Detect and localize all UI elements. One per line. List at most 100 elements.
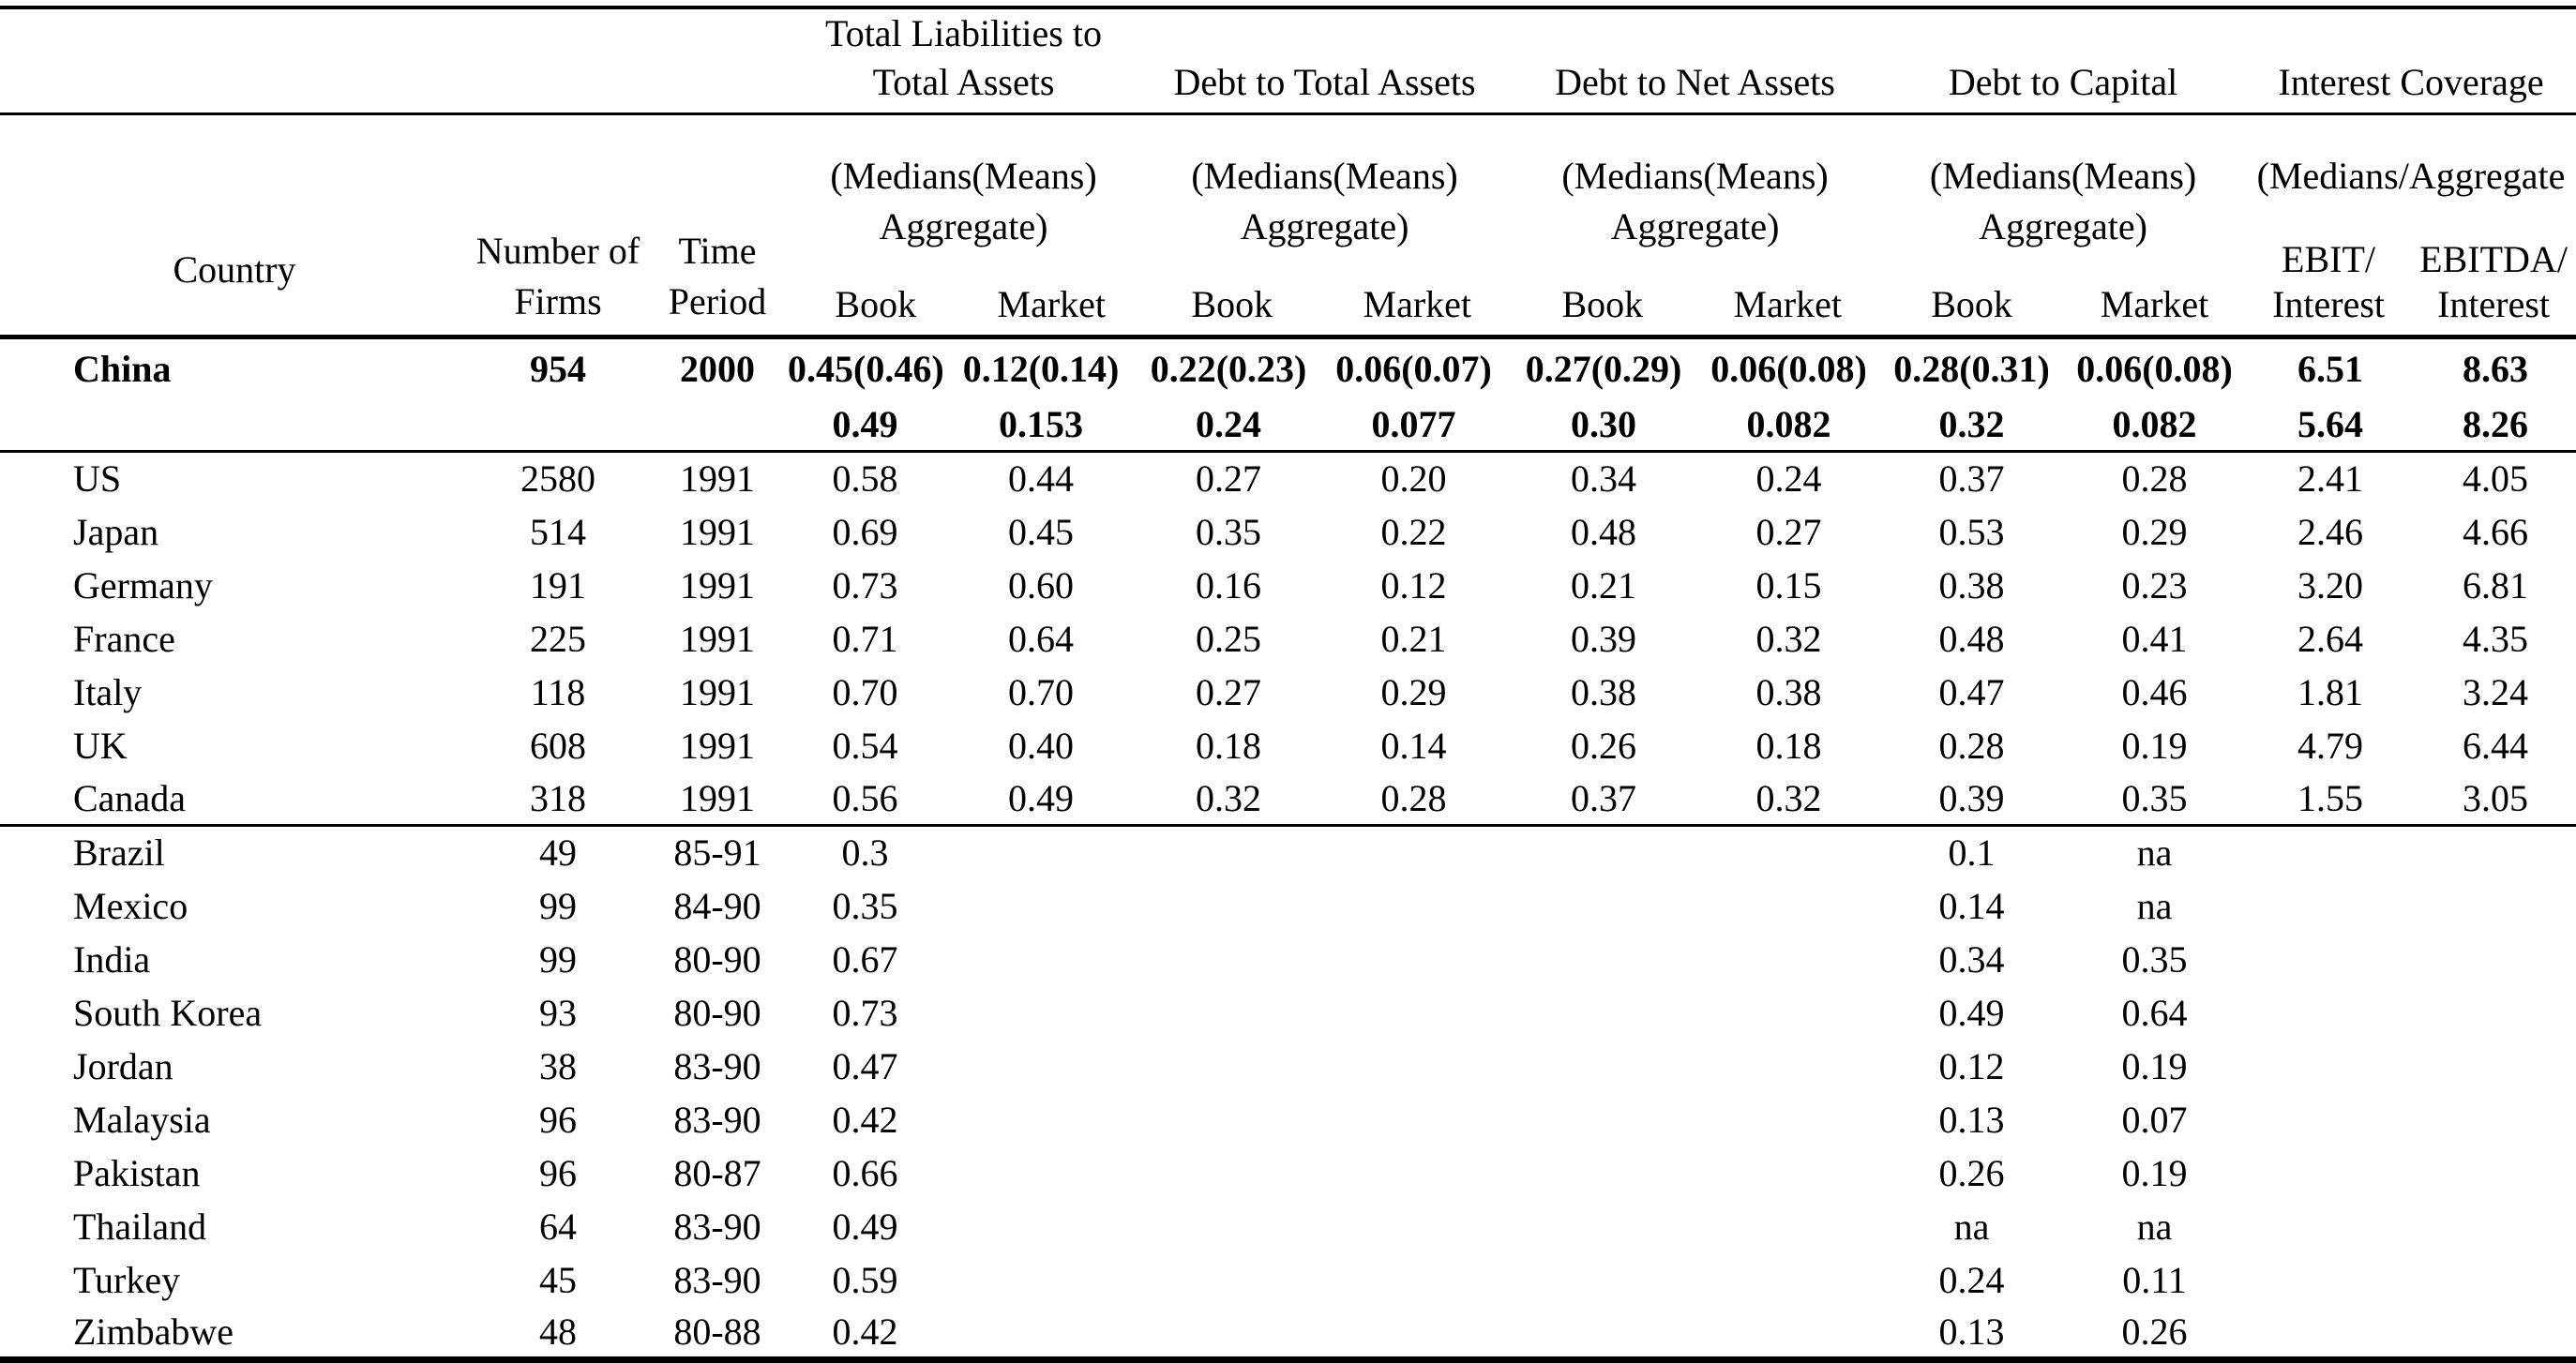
value-cell: 80-87	[673, 1151, 761, 1194]
country-cell: India	[73, 937, 151, 981]
header-sub-dta: (Medians(Means) Aggregate) Book Market	[1139, 113, 1511, 339]
value-cell: 0.082	[1697, 398, 1881, 453]
value-cell: 0.46	[2121, 670, 2188, 713]
medians-label: (Medians(Means)	[1929, 155, 2197, 197]
table-row: Thailand 64 83-90 0.49 na na	[0, 1200, 2576, 1253]
empty-cell	[2246, 1040, 2576, 1093]
value-cell: 99	[539, 884, 577, 927]
value-cell: 0.35	[832, 884, 898, 927]
value-cell: 0.13	[1938, 1310, 2005, 1353]
empty-cell	[2246, 1307, 2576, 1360]
value-cell: 0.38	[1571, 670, 1637, 713]
value-cell: 38	[539, 1044, 577, 1087]
header-subgroup-row: Country Number of Firms Time Period (Media…	[0, 113, 2576, 339]
value-cell: 0.26	[2121, 1310, 2188, 1353]
value-cell: 0.20	[1380, 457, 1447, 501]
country-cell: Jordan	[73, 1044, 173, 1087]
value-cell: 2.64	[2297, 617, 2364, 660]
value-cell: 0.082	[2063, 398, 2247, 453]
value-cell: 0.54	[832, 724, 898, 767]
value-cell: 0.24	[1938, 1258, 2005, 1301]
value-cell: 0.49	[832, 1205, 898, 1248]
value-cell: 0.19	[2121, 724, 2188, 767]
value-cell: 3.24	[2463, 670, 2529, 713]
value-cell: 0.07	[2121, 1098, 2188, 1141]
empty-cell	[2246, 1253, 2576, 1307]
value-cell: 0.58	[832, 457, 898, 501]
value-cell: 0.11	[2122, 1258, 2187, 1301]
value-cell: 2.46	[2297, 510, 2364, 553]
value-cell: 514	[530, 510, 586, 553]
value-cell: 4.05	[2463, 457, 2529, 501]
group-title-line: Total Assets	[872, 61, 1055, 103]
value-cell: 2580	[520, 457, 595, 501]
value-cell: 0.3	[841, 831, 889, 875]
value-cell: 0.44	[1008, 457, 1074, 501]
value-cell: 0.42	[832, 1098, 898, 1141]
value-cell: 0.66	[832, 1151, 898, 1194]
empty-cell	[2246, 986, 2576, 1040]
value-cell: 0.35	[2121, 937, 2188, 981]
value-cell: 0.16	[1196, 563, 1262, 607]
country-cell: Malaysia	[73, 1098, 211, 1141]
header-market: Market	[1733, 283, 1843, 325]
value-cell: 0.67	[832, 937, 898, 981]
value-cell: 0.70	[832, 670, 898, 713]
table-row: Germany 191 1991 0.73 0.60 0.16 0.12 0.2…	[0, 559, 2576, 612]
value-cell: 2000	[680, 348, 755, 391]
medians-label: Aggregate)	[879, 205, 1048, 247]
value-cell: 0.32	[1139, 771, 1318, 827]
value-cell: 118	[530, 670, 586, 713]
value-cell: 0.29	[1380, 670, 1447, 713]
value-cell: 0.18	[1196, 724, 1262, 767]
value-cell: na	[2136, 831, 2173, 875]
value-cell: 64	[539, 1205, 577, 1248]
value-cell: 1991	[680, 617, 755, 660]
value-cell: 0.47	[1938, 670, 2005, 713]
value-cell: 84-90	[673, 884, 761, 927]
header-sub-dna: (Medians(Means) Aggregate) Book Market	[1510, 113, 1881, 339]
table-row: India 99 80-90 0.67 0.34 0.35	[0, 933, 2576, 986]
empty-cell	[2246, 933, 2576, 986]
value-cell: 0.35	[2063, 771, 2247, 827]
value-cell: 0.73	[832, 991, 898, 1034]
header-book: Book	[1191, 283, 1273, 325]
header-group-debt-total-assets: Debt to Total Assets	[1139, 7, 1511, 115]
value-cell: 0.27(0.29)	[1525, 348, 1682, 391]
empty-cell	[942, 1307, 1880, 1360]
empty-cell	[942, 1200, 1880, 1253]
value-cell: 0.27	[1755, 510, 1822, 553]
table-row: Turkey 45 83-90 0.59 0.24 0.11	[0, 1253, 2576, 1307]
value-cell: 0.45	[1008, 510, 1074, 553]
value-cell: 0.69	[832, 510, 898, 553]
value-cell: 48	[539, 1310, 577, 1353]
value-cell: 0.60	[1008, 563, 1074, 607]
country-cell: Mexico	[73, 884, 188, 927]
value-cell: 0.06(0.07)	[1335, 348, 1492, 391]
value-cell: 0.28	[1938, 724, 2005, 767]
header-line: EBIT/	[2282, 238, 2376, 280]
value-cell: 0.34	[1938, 937, 2005, 981]
value-cell: 0.45(0.46)	[788, 348, 944, 391]
value-cell: 0.39	[1571, 617, 1637, 660]
empty-cell	[942, 1146, 1880, 1200]
value-cell: 0.27	[1196, 457, 1262, 501]
value-cell: na	[1953, 1205, 1990, 1248]
value-cell: 1991	[680, 457, 755, 501]
value-cell: na	[2136, 1205, 2173, 1248]
value-cell: 0.32	[1755, 617, 1822, 660]
value-cell: 80-88	[673, 1310, 761, 1353]
table-row: Canada 318 1991 0.56 0.49 0.32 0.28 0.37…	[0, 771, 2576, 827]
empty-cell	[469, 398, 647, 453]
value-cell: 0.12(0.14)	[962, 348, 1120, 391]
value-cell: 5.64	[2246, 398, 2416, 453]
value-cell: 0.29	[2121, 510, 2188, 553]
table-row-china: China 954 2000 0.45(0.46) 0.12(0.14) 0.2…	[0, 337, 2576, 399]
value-cell: 83-90	[673, 1044, 761, 1087]
value-cell: 0.22	[1380, 510, 1447, 553]
value-cell: 0.06(0.08)	[2076, 348, 2233, 391]
value-cell: 0.15	[1755, 563, 1822, 607]
value-cell: 0.64	[1008, 617, 1074, 660]
empty-cell	[0, 398, 469, 453]
country-cell: US	[73, 457, 122, 501]
